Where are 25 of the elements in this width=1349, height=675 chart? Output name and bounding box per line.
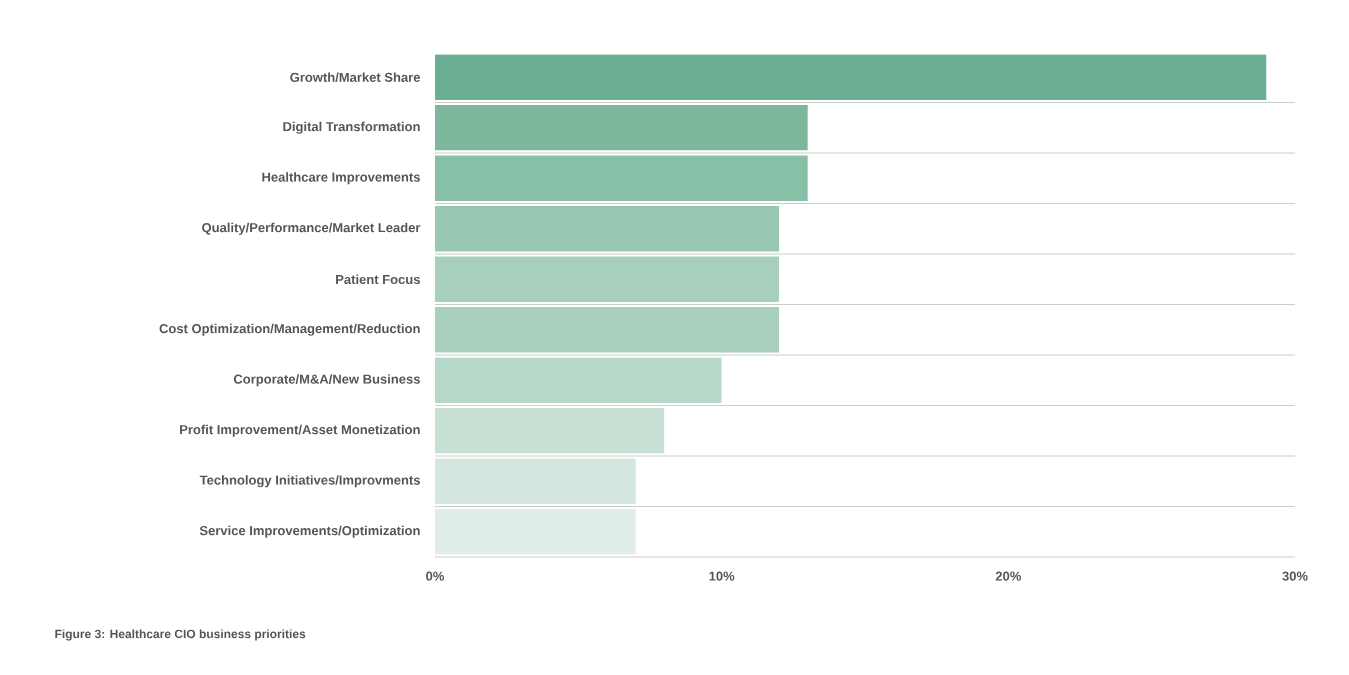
y-tick-label: Digital Transformation xyxy=(283,121,420,134)
y-tick-label: Technology Initiatives/Improvments xyxy=(199,475,420,488)
bar xyxy=(435,155,808,201)
y-tick-label: Growth/Market Share xyxy=(290,72,421,83)
bar xyxy=(435,256,779,302)
bar xyxy=(435,509,636,555)
y-tick-label: Profit Improvement/Asset Monetization xyxy=(180,424,420,437)
x-tick-label: 0% xyxy=(426,571,445,581)
x-tick-label: 30% xyxy=(1282,571,1308,581)
y-tick-label: Quality/Performance/Market Leader xyxy=(202,222,421,235)
y-tick-label: Patient Focus xyxy=(336,274,420,285)
y-tick-label: Cost Optimization/Management/Reduction xyxy=(159,323,420,336)
bar xyxy=(435,206,779,252)
y-tick-label: Corporate/M&A/New Business xyxy=(233,374,420,387)
bar xyxy=(435,54,1267,100)
bar xyxy=(435,408,665,454)
bar xyxy=(435,458,636,504)
x-tick-label: 10% xyxy=(709,571,735,581)
x-tick-label: 20% xyxy=(995,571,1021,581)
y-tick-label: Service Improvements/Optimization xyxy=(199,525,420,538)
y-tick-label: Healthcare Improvements xyxy=(262,172,420,185)
bar xyxy=(435,105,808,151)
bar xyxy=(435,357,722,403)
caption: Figure 3: Healthcare CIO business priorities xyxy=(55,629,306,641)
bar xyxy=(435,307,779,353)
